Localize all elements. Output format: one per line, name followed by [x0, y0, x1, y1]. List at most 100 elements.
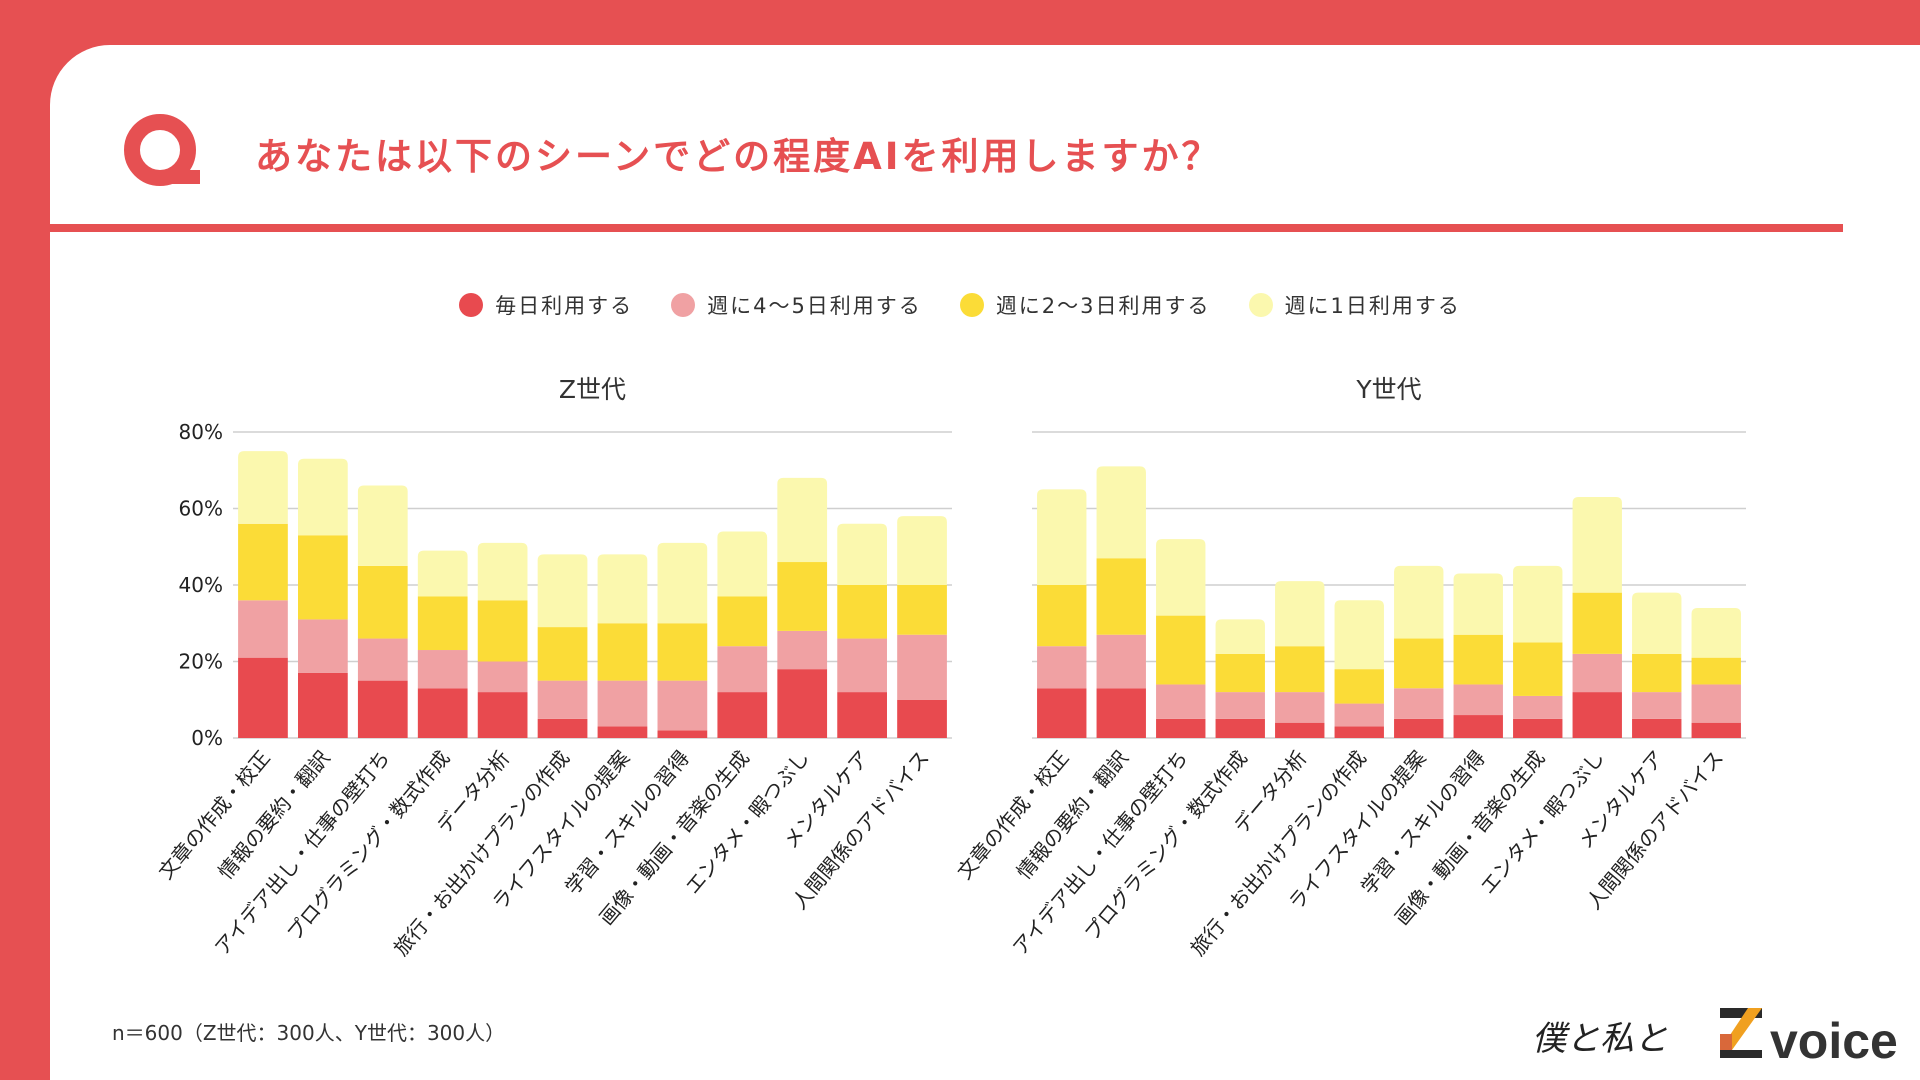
bar-segment [1215, 692, 1265, 719]
bar-segment [1215, 718, 1265, 738]
bar-segment [1572, 497, 1622, 593]
bar-segment [1691, 722, 1741, 738]
bar-segment [1632, 592, 1682, 654]
q-letter-icon [124, 114, 200, 186]
chart-title: Y世代 [1355, 375, 1421, 404]
bar-segment [357, 485, 408, 566]
bar-segment [1394, 638, 1444, 689]
bar-segment [1037, 688, 1087, 738]
bar-segment [1453, 573, 1503, 635]
bar-segment [837, 638, 887, 693]
bar-segment [1632, 718, 1682, 738]
bar-segment [238, 600, 288, 658]
bar-segment [897, 699, 947, 738]
bar-segment [1394, 565, 1444, 639]
bar-segment [1572, 692, 1622, 738]
bar-segment [1632, 692, 1682, 719]
bar-segment [537, 680, 588, 719]
logo: 僕と私と voice [1532, 1008, 1898, 1062]
bar-segment [1394, 718, 1444, 738]
bar-segment [1096, 634, 1146, 689]
bar-segment [238, 451, 288, 524]
bar-segment [1275, 692, 1325, 723]
bar-segment [477, 600, 528, 662]
bar-segment [298, 535, 348, 620]
bar-segment [1156, 718, 1206, 738]
x-tick-label: 情報の要約・翻訳 [213, 746, 334, 884]
legend-label: 週に1日利用する [1284, 294, 1461, 318]
title-divider [50, 224, 1843, 232]
bar-segment [1691, 657, 1741, 685]
bar-segment [717, 646, 768, 693]
y-tick-label: 20% [179, 650, 223, 674]
bar-segment [357, 565, 408, 639]
bar-segment [1156, 684, 1206, 719]
bar-segment [1215, 619, 1265, 654]
legend-item-1day: 週に1日利用する [1248, 290, 1461, 320]
legend-item-2-3days: 週に2〜3日利用する [959, 290, 1211, 320]
bar-segment [1334, 600, 1384, 670]
bar-segment [1037, 585, 1087, 647]
bar-segment [837, 692, 887, 738]
bar-segment [1037, 646, 1087, 689]
logo-voice-text: voice [1770, 1013, 1898, 1062]
bar-segment [537, 718, 588, 738]
bar-segment [1215, 653, 1265, 693]
x-tick-label: 文章の作成・校正 [952, 746, 1073, 884]
bar-segment [1572, 653, 1622, 693]
bar-segment [897, 516, 947, 585]
bar-segment [1156, 539, 1206, 616]
bar-segment [1453, 715, 1503, 738]
bar-segment [597, 623, 648, 681]
bar-segment [1632, 653, 1682, 693]
bar-segment [1275, 581, 1325, 647]
bar-segment [1096, 688, 1146, 738]
bar-segment [357, 638, 408, 681]
bar-segment [597, 680, 648, 727]
bar-segment [1096, 466, 1146, 559]
sample-size-note: n＝600（Z世代：300人、Y世代：300人） [112, 1021, 506, 1045]
bar-segment [298, 672, 348, 738]
bar-segment [417, 688, 468, 738]
bar-segment [837, 585, 887, 639]
chart-title: Z世代 [559, 375, 626, 404]
bar-segment [477, 692, 528, 738]
bar-segment [477, 661, 528, 693]
logo-handwriting: 僕と私と [1532, 1019, 1668, 1059]
bar-segment [1513, 718, 1563, 738]
legend-label: 週に4〜5日利用する [707, 294, 922, 318]
bar-segment [1453, 634, 1503, 685]
bar-segment [417, 596, 468, 651]
bar-segment [238, 523, 288, 601]
bar-segment [1275, 722, 1325, 738]
bar-segment [657, 730, 708, 738]
bar-segment [1513, 565, 1563, 643]
bar-segment [1453, 684, 1503, 716]
bar-segment [897, 585, 947, 635]
bar-segment [298, 458, 348, 536]
legend-label: 毎日利用する [495, 294, 634, 318]
x-tick-label: 文章の作成・校正 [154, 746, 275, 884]
x-tick-label: 情報の要約・翻訳 [1012, 746, 1133, 884]
bar-segment [717, 692, 768, 738]
bar-segment [1513, 642, 1563, 696]
bar-segment [657, 623, 708, 681]
bar-segment [1156, 615, 1206, 685]
bar-segment [1037, 489, 1087, 585]
bar-segment [777, 562, 828, 631]
bar-segment [477, 542, 528, 601]
legend-item-4-5days: 週に4〜5日利用する [671, 290, 922, 320]
bar-segment [597, 726, 648, 738]
bar-segment [1334, 703, 1384, 727]
legend-swatch [1248, 293, 1273, 317]
bar-segment [537, 627, 588, 681]
legend-swatch [671, 293, 696, 317]
bar-segment [897, 634, 947, 700]
bar-segment [657, 542, 708, 624]
bar-segment [1691, 607, 1741, 658]
bar-segment [1394, 688, 1444, 719]
bar-segment [357, 680, 408, 738]
legend-label: 週に2〜3日利用する [995, 294, 1211, 318]
y-tick-label: 80% [179, 420, 223, 444]
